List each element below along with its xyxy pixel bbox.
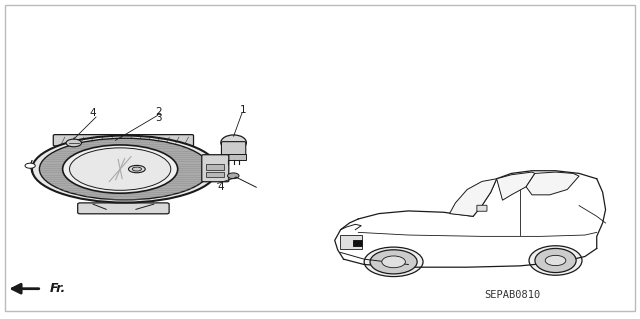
Ellipse shape [132,167,141,171]
Ellipse shape [221,135,246,150]
FancyBboxPatch shape [206,164,225,170]
Polygon shape [526,172,579,195]
Ellipse shape [32,136,218,203]
Circle shape [66,139,81,147]
Polygon shape [497,172,535,200]
Circle shape [228,173,239,179]
Ellipse shape [40,138,210,200]
Text: SEPAB0810: SEPAB0810 [484,290,540,300]
Circle shape [545,255,566,266]
Ellipse shape [370,250,417,274]
FancyBboxPatch shape [53,135,193,146]
Ellipse shape [70,148,171,190]
Text: 3: 3 [156,113,162,123]
Ellipse shape [529,246,582,275]
FancyBboxPatch shape [340,235,362,249]
Ellipse shape [535,249,576,272]
FancyBboxPatch shape [353,240,362,246]
FancyBboxPatch shape [77,203,169,214]
Text: 2: 2 [156,107,162,117]
Text: 1: 1 [240,105,246,115]
FancyBboxPatch shape [202,155,229,182]
Text: Fr.: Fr. [49,282,65,295]
Polygon shape [449,179,497,216]
Ellipse shape [63,145,178,193]
FancyBboxPatch shape [221,142,246,156]
Ellipse shape [364,247,423,277]
Text: 4: 4 [90,108,96,118]
FancyBboxPatch shape [221,154,246,160]
Circle shape [25,163,35,168]
Text: 4: 4 [218,182,224,192]
FancyBboxPatch shape [206,172,225,177]
Circle shape [382,256,405,268]
FancyBboxPatch shape [477,205,487,211]
Ellipse shape [129,165,145,173]
